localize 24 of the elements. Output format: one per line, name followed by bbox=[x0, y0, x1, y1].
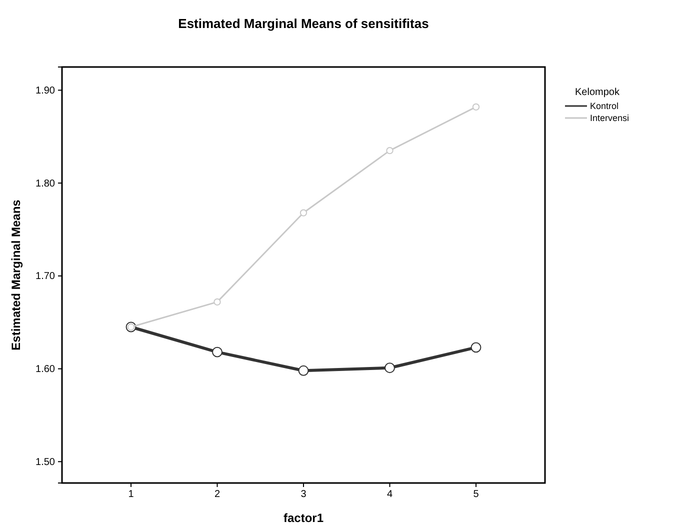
point bbox=[470, 342, 482, 353]
y-axis-title: Estimated Marginal Means bbox=[9, 199, 23, 350]
x-tick-label: 3 bbox=[300, 489, 307, 500]
x-tick-label: 5 bbox=[473, 489, 480, 500]
legend-label: Kontrol bbox=[590, 101, 619, 111]
x-tick-label: 1 bbox=[128, 489, 134, 500]
x-tick-label: 2 bbox=[214, 489, 220, 500]
point bbox=[300, 209, 308, 216]
point bbox=[472, 103, 480, 111]
y-tick-label: 1.80 bbox=[36, 178, 56, 190]
legend-label: Intervensi bbox=[590, 113, 630, 123]
legend-title: Kelompok bbox=[575, 87, 620, 98]
x-axis-title: factor1 bbox=[283, 511, 324, 525]
chart-title: Estimated Marginal Means of sensitifitas bbox=[178, 16, 429, 31]
point bbox=[214, 298, 221, 306]
y-tick-label: 1.60 bbox=[36, 364, 56, 375]
point bbox=[384, 362, 395, 374]
y-tick-label: 1.90 bbox=[36, 85, 56, 96]
point bbox=[212, 346, 222, 358]
point bbox=[386, 146, 394, 154]
y-tick-label: 1.50 bbox=[36, 456, 56, 468]
point bbox=[298, 365, 309, 376]
x-tick-label: 4 bbox=[386, 489, 393, 500]
y-tick-label: 1.70 bbox=[36, 271, 56, 282]
